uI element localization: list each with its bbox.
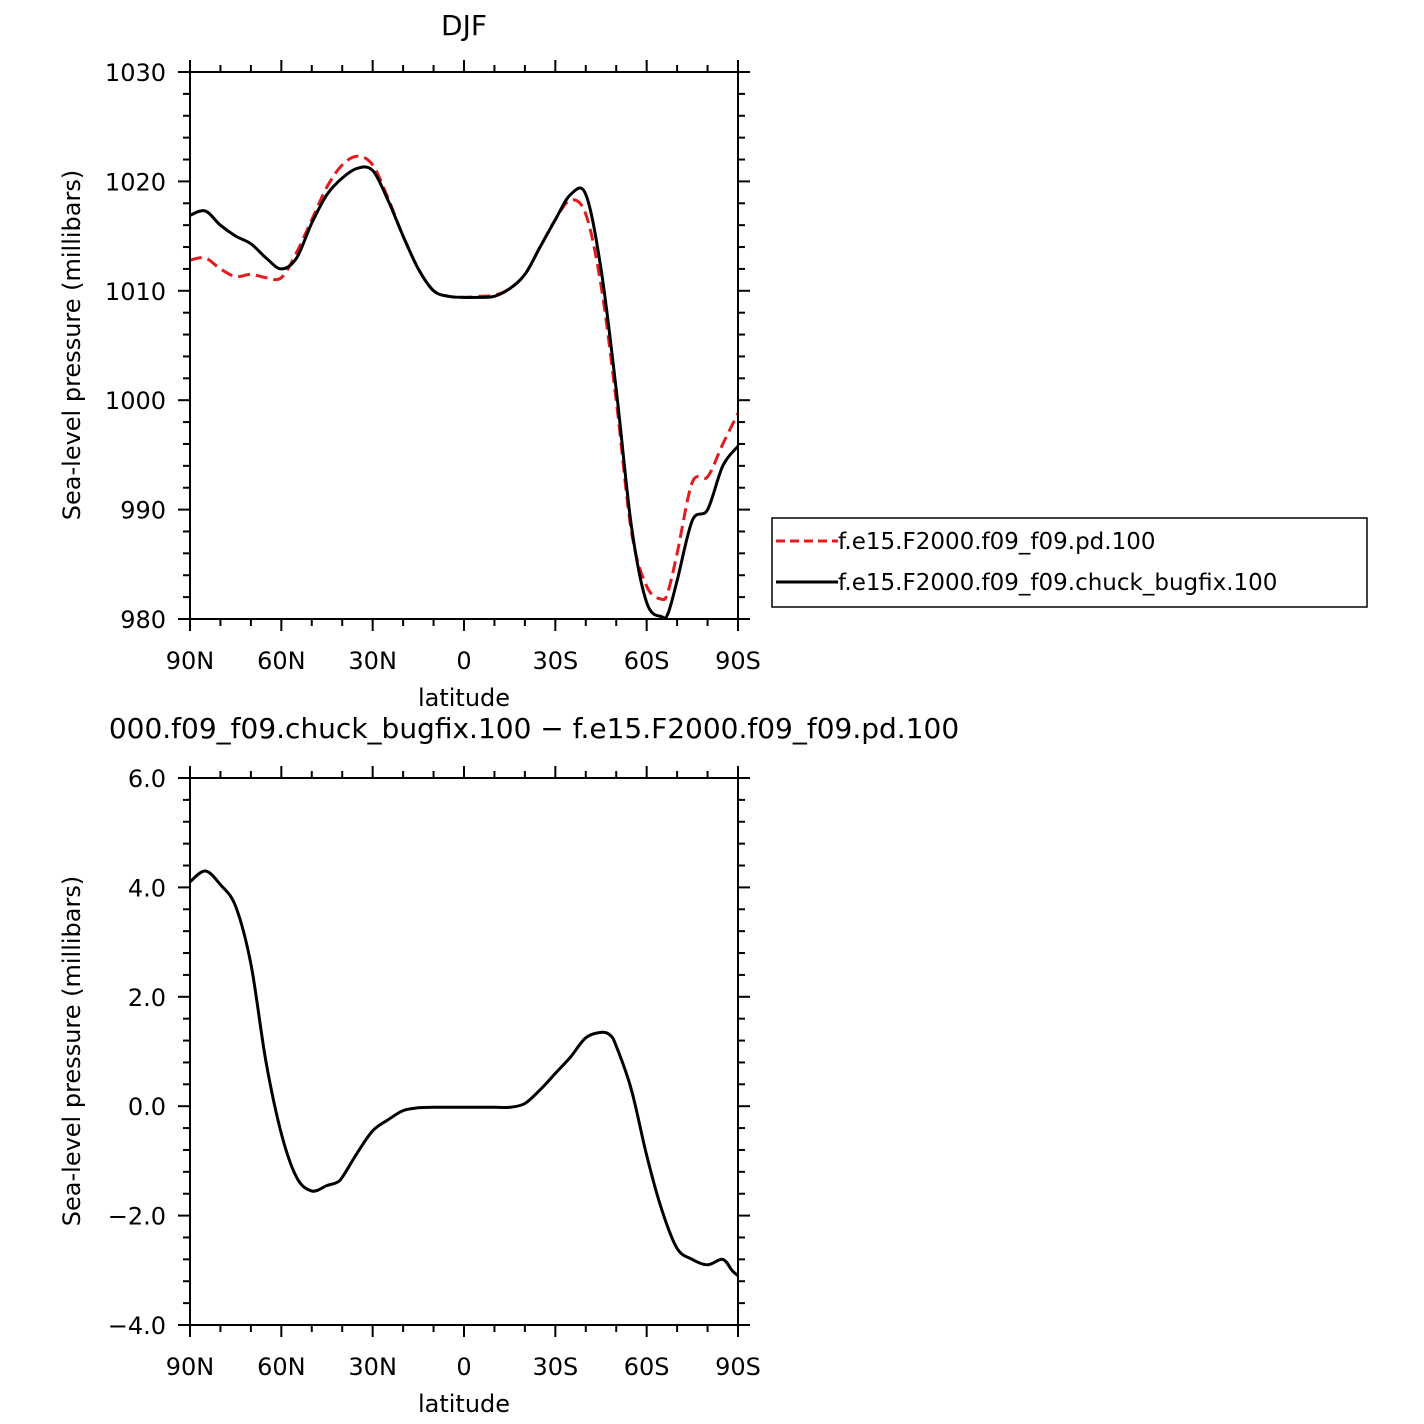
top-plot-series-line-dashed: [189, 154, 740, 602]
top-plot-x-tick-label: 90N: [166, 647, 215, 675]
top-plot-x-tick-label: 30N: [348, 647, 397, 675]
bottom-plot-y-tick-label: 6.0: [128, 765, 166, 793]
top-plot-y-axis-label: Sea-level pressure (millibars): [58, 170, 86, 520]
legend-box: [771, 517, 1368, 608]
top-plot-y-tick-label: 1020: [105, 168, 166, 196]
top-plot-x-tick-label: 30S: [532, 647, 578, 675]
bottom-plot-x-axis-label: latitude: [418, 1390, 510, 1418]
bottom-plot-y-tick-label: 2.0: [128, 984, 166, 1012]
bottom-plot-x-tick-label: 60S: [624, 1353, 670, 1381]
top-plot-x-tick-label: 90S: [715, 647, 761, 675]
bottom-plot-y-tick-label: 0.0: [128, 1093, 166, 1121]
legend-label-bugfix: f.e15.F2000.f09_f09.chuck_bugfix.100: [838, 570, 1277, 596]
bottom-plot-series-line-solid: [189, 869, 740, 1277]
top-plot-x-tick-label: 0: [456, 647, 471, 675]
top-plot-y-tick-labels: 980 990 1000 1010 1020 1030: [105, 59, 166, 634]
bottom-plot-x-tick-label: 30S: [532, 1353, 578, 1381]
bottom-plot-x-tick-label: 90S: [715, 1353, 761, 1381]
top-plot-y-tick-label: 1000: [105, 387, 166, 415]
top-plot-y-tick-label: 1010: [105, 278, 166, 306]
top-plot-y-tick-label: 980: [120, 606, 166, 634]
top-plot-x-tick-labels: 90N 60N 30N 0 30S 60S 90S: [166, 647, 761, 675]
bottom-plot-panel: 000.f09_f09.chuck_bugfix.100 − f.e15.F20…: [58, 712, 959, 1418]
bottom-plot-y-tick-label: −2.0: [108, 1203, 166, 1231]
top-plot-frame: [189, 71, 739, 620]
top-plot-y-tick-label: 990: [120, 497, 166, 525]
bottom-plot-x-tick-label: 90N: [166, 1353, 215, 1381]
legend: f.e15.F2000.f09_f09.pd.100 f.e15.F2000.f…: [771, 517, 1368, 608]
bottom-plot-title: 000.f09_f09.chuck_bugfix.100 − f.e15.F20…: [109, 712, 959, 745]
top-plot-y-tick-label: 1030: [105, 59, 166, 87]
top-plot-panel: DJF Sea-level pressure (millibars) latit…: [58, 9, 761, 712]
top-plot-x-tick-label: 60N: [257, 647, 306, 675]
top-plot-tick-marks: [178, 60, 750, 631]
bottom-plot-y-tick-label: −4.0: [108, 1312, 166, 1340]
bottom-plot-frame: [189, 777, 739, 1326]
top-plot-series-line-solid: [189, 165, 740, 620]
legend-label-pd: f.e15.F2000.f09_f09.pd.100: [838, 529, 1156, 555]
bottom-plot-x-tick-label: 60N: [257, 1353, 306, 1381]
top-plot-x-tick-label: 60S: [624, 647, 670, 675]
bottom-plot-x-tick-label: 30N: [348, 1353, 397, 1381]
bottom-plot-y-tick-label: 4.0: [128, 874, 166, 902]
top-plot-title: DJF: [441, 9, 487, 42]
bottom-plot-x-tick-labels: 90N 60N 30N 0 30S 60S 90S: [166, 1353, 761, 1381]
bottom-plot-series-lines: [189, 869, 740, 1277]
bottom-plot-tick-marks: [178, 766, 750, 1337]
bottom-plot-x-tick-label: 0: [456, 1353, 471, 1381]
bottom-plot-y-tick-labels: −4.0 −2.0 0.0 2.0 4.0 6.0: [108, 765, 166, 1340]
bottom-plot-y-axis-label: Sea-level pressure (millibars): [58, 876, 86, 1226]
top-plot-x-axis-label: latitude: [418, 684, 510, 712]
top-plot-series-lines: [189, 154, 740, 620]
